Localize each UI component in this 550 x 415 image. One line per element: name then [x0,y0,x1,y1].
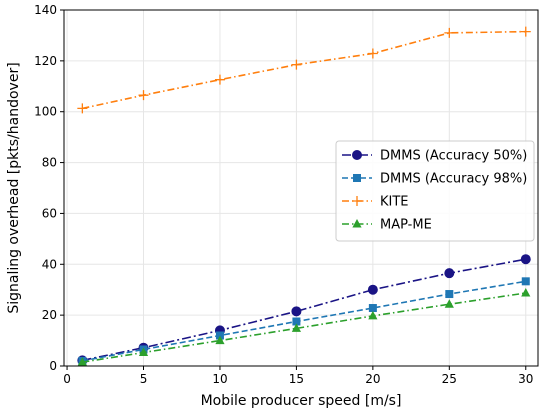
legend-label: KITE [380,195,409,210]
y-tick-label: 40 [42,257,57,271]
data-point [291,323,302,332]
data-point [521,277,530,286]
legend-label: DMMS (Accuracy 50%) [380,149,527,164]
x-tick-label: 15 [289,372,304,386]
legend-marker [353,174,361,182]
series-line [82,292,526,363]
data-point [215,331,224,340]
data-point [367,284,378,295]
legend-marker [352,196,362,206]
data-point [138,347,149,357]
y-tick-label: 60 [42,206,57,220]
legend-label: MAP-ME [380,218,432,233]
data-point [77,103,88,114]
data-point [215,335,225,345]
data-point [444,268,455,279]
x-tick-label: 30 [518,372,533,386]
series-line [82,280,526,362]
y-tick-label: 80 [42,156,57,170]
data-point [367,48,378,59]
x-axis-label: Mobile producer speed [m/s] [201,393,402,409]
series-line [82,30,526,110]
legend-item: DMMS (Accuracy 98%) [342,172,527,187]
data-point [444,299,454,308]
data-point [292,317,301,326]
legend-item: MAP-ME [342,218,432,233]
legend-item: DMMS (Accuracy 50%) [342,149,527,164]
legend-item: KITE [342,195,409,210]
x-tick-label: 0 [63,372,71,386]
axis-ticks: 0 5 10 15 20 25 30 0 20 40 60 80 100 120 140 [34,3,533,386]
y-tick-label: 0 [49,359,57,373]
series-3 [77,288,531,366]
data-point [291,59,302,70]
data-point [444,27,455,38]
legend-marker [352,219,362,228]
legend-box [335,140,535,242]
legend-marker [352,150,362,160]
plot-frame [63,9,539,367]
x-tick-label: 10 [212,372,227,386]
legend-label: DMMS (Accuracy 98%) [380,172,527,187]
data-point [445,290,454,299]
series-group [77,26,531,366]
data-point [368,310,378,320]
data-point [214,74,225,85]
series-2 [77,26,531,114]
y-axis-label: Signaling overhead [pkts/handover] [6,62,22,313]
data-point [138,90,149,101]
x-tick-label: 25 [442,372,457,386]
y-tick-label: 20 [42,308,57,322]
legend: DMMS (Accuracy 50%) DMMS (Accuracy 98%) KI… [335,140,535,242]
data-point [520,254,531,265]
data-point [520,26,531,37]
y-tick-label: 120 [34,54,57,68]
data-point [521,288,531,297]
x-tick-label: 20 [365,372,380,386]
y-tick-label: 140 [34,3,57,17]
data-point [77,357,87,366]
data-point [291,306,302,317]
x-tick-label: 5 [140,372,148,386]
y-tick-label: 100 [34,105,57,119]
series-line [82,258,526,362]
data-point [368,304,377,313]
